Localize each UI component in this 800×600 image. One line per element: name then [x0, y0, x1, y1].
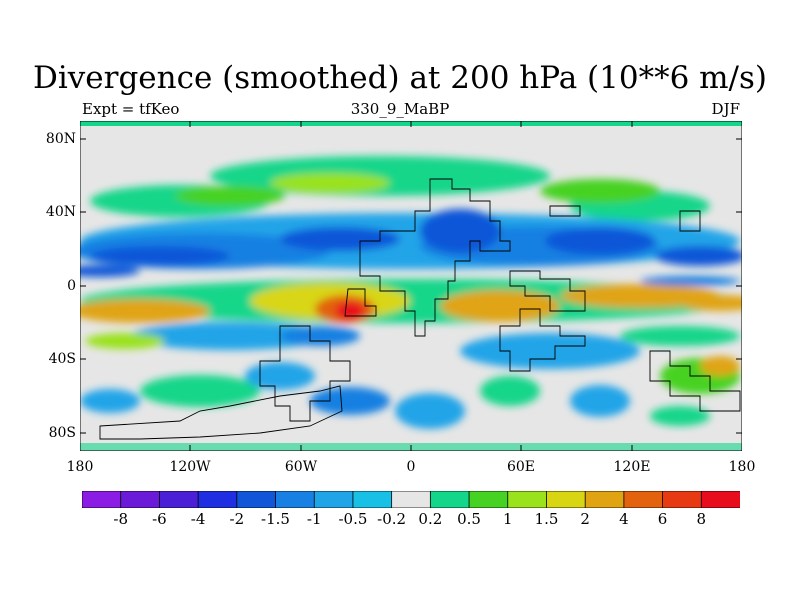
color-bar-label: 4	[619, 510, 629, 528]
color-bar-swatch	[120, 491, 161, 508]
color-bar-label: 0.5	[457, 510, 481, 528]
color-bar-swatch	[662, 491, 703, 508]
experiment-label: Expt = tfKeo	[82, 100, 180, 118]
color-bar-label: -2	[229, 510, 245, 528]
color-bar-swatch	[468, 491, 509, 508]
color-bar-label: -4	[190, 510, 206, 528]
lat-label-40n: 40N	[45, 204, 76, 220]
color-bar-swatch	[700, 491, 740, 508]
season-label: DJF	[711, 100, 740, 118]
color-bar-label: 8	[696, 510, 707, 528]
lon-label-0: 0	[406, 459, 416, 475]
color-bar-label: 6	[657, 510, 668, 528]
color-bar-swatch	[275, 491, 316, 508]
lon-label-180e: 180	[728, 459, 756, 475]
color-bar-swatch	[584, 491, 625, 508]
lon-label-120w: 120W	[169, 459, 211, 475]
color-bar-swatch	[197, 491, 238, 508]
color-bar-swatch	[507, 491, 548, 508]
color-bar-swatch	[623, 491, 664, 508]
color-bar-swatch	[546, 491, 587, 508]
color-bar-swatch	[313, 491, 354, 508]
color-bar-label: 1	[502, 510, 513, 528]
color-bar-label: 1.5	[534, 510, 559, 528]
color-bar-swatch	[82, 491, 122, 508]
axis-ticks	[80, 121, 742, 451]
color-bar	[82, 491, 740, 508]
lat-label-40s: 40S	[48, 351, 76, 367]
lon-label-60w: 60W	[284, 459, 318, 475]
color-bar-label: 0.2	[418, 510, 443, 528]
color-bar-label: 2	[580, 510, 590, 528]
lat-label-80n: 80N	[45, 131, 76, 147]
run-label: 330_9_MaBP	[350, 100, 450, 118]
lat-label-0: 0	[67, 278, 76, 294]
plot-title: Divergence (smoothed) at 200 hPa (10**6 …	[33, 60, 767, 96]
color-bar-swatch	[159, 491, 200, 508]
divergence-map	[80, 121, 742, 451]
color-bar-swatch	[352, 491, 393, 508]
color-bar-label: -8	[113, 510, 129, 528]
lat-label-80s: 80S	[48, 425, 76, 441]
color-bar-swatch	[429, 491, 470, 508]
color-bar-swatch	[236, 491, 277, 508]
color-bar-label: -1	[306, 510, 322, 528]
lon-label-180w: 180	[66, 459, 94, 475]
lon-label-120e: 120E	[613, 459, 651, 475]
lon-label-60e: 60E	[506, 459, 536, 475]
color-bar-swatch	[391, 491, 432, 508]
color-bar-label: -6	[152, 510, 167, 528]
land-outlines	[99, 178, 741, 440]
color-bar-label: -0.2	[377, 510, 407, 528]
color-bar-label: -0.5	[338, 510, 368, 528]
color-bar-label: -1.5	[261, 510, 290, 528]
